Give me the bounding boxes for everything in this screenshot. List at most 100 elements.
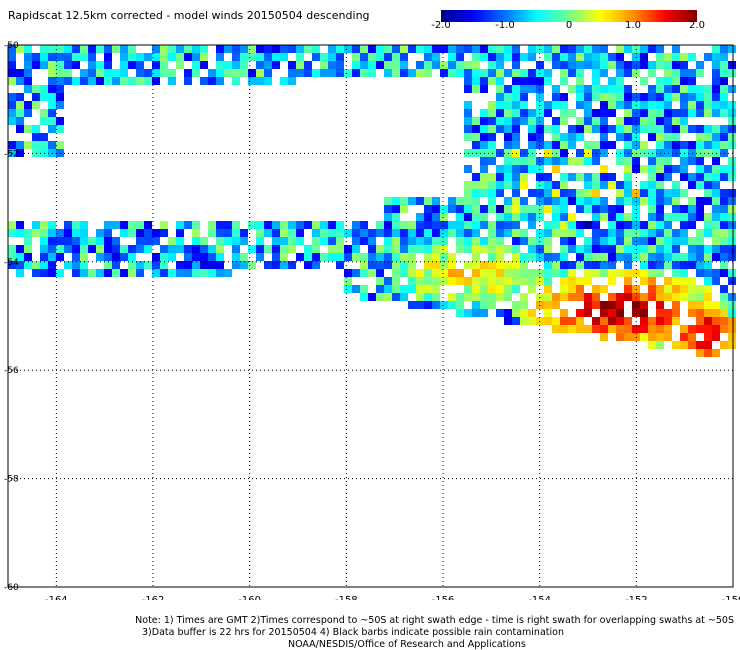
- data-cell: [320, 253, 328, 261]
- data-cell: [704, 189, 712, 197]
- data-cell: [560, 269, 568, 277]
- data-cell: [200, 245, 208, 253]
- data-cell: [568, 269, 576, 277]
- data-cell: [568, 293, 576, 301]
- data-cell: [688, 141, 696, 149]
- data-cell: [384, 237, 392, 245]
- data-cell: [592, 45, 600, 53]
- data-cell: [720, 85, 728, 93]
- data-cell: [704, 109, 712, 117]
- data-cell: [552, 205, 560, 213]
- data-cell: [712, 221, 720, 229]
- data-cell: [584, 109, 592, 117]
- data-cell: [208, 253, 216, 261]
- data-cell: [680, 277, 688, 285]
- data-cell: [48, 221, 56, 229]
- data-cell: [384, 277, 392, 285]
- data-cell: [88, 69, 96, 77]
- data-cell: [232, 61, 240, 69]
- data-cell: [520, 261, 528, 269]
- data-cell: [232, 253, 240, 261]
- data-cell: [248, 69, 256, 77]
- data-cell: [720, 237, 728, 245]
- data-cell: [656, 165, 664, 173]
- data-cell: [696, 141, 704, 149]
- data-cell: [296, 61, 304, 69]
- data-cell: [232, 69, 240, 77]
- data-cell: [248, 53, 256, 61]
- data-cell: [680, 109, 688, 117]
- data-cell: [696, 285, 704, 293]
- data-cell: [152, 61, 160, 69]
- data-cell: [136, 61, 144, 69]
- data-cell: [592, 181, 600, 189]
- data-cells: [8, 45, 736, 357]
- data-cell: [600, 93, 608, 101]
- data-cell: [704, 285, 712, 293]
- data-cell: [440, 45, 448, 53]
- data-cell: [120, 221, 128, 229]
- data-cell: [144, 237, 152, 245]
- data-cell: [560, 293, 568, 301]
- data-cell: [440, 277, 448, 285]
- data-cell: [656, 309, 664, 317]
- data-cell: [664, 173, 672, 181]
- data-cell: [464, 125, 472, 133]
- data-cell: [592, 205, 600, 213]
- data-cell: [664, 101, 672, 109]
- data-cell: [488, 109, 496, 117]
- data-cell: [80, 221, 88, 229]
- data-cell: [344, 245, 352, 253]
- data-cell: [392, 213, 400, 221]
- data-cell: [216, 221, 224, 229]
- data-cell: [648, 93, 656, 101]
- data-cell: [16, 261, 24, 269]
- data-cell: [464, 245, 472, 253]
- data-cell: [240, 229, 248, 237]
- data-cell: [328, 245, 336, 253]
- data-cell: [216, 261, 224, 269]
- data-cell: [496, 229, 504, 237]
- data-cell: [424, 301, 432, 309]
- data-cell: [272, 245, 280, 253]
- data-cell: [440, 205, 448, 213]
- data-cell: [512, 45, 520, 53]
- data-cell: [616, 333, 624, 341]
- data-cell: [184, 221, 192, 229]
- data-cell: [544, 245, 552, 253]
- data-cell: [696, 325, 704, 333]
- data-cell: [80, 261, 88, 269]
- data-cell: [488, 61, 496, 69]
- data-cell: [144, 261, 152, 269]
- data-cell: [168, 245, 176, 253]
- data-cell: [552, 157, 560, 165]
- data-cell: [336, 45, 344, 53]
- data-cell: [136, 221, 144, 229]
- data-cell: [328, 61, 336, 69]
- data-cell: [200, 253, 208, 261]
- data-cell: [712, 61, 720, 69]
- data-cell: [416, 229, 424, 237]
- data-cell: [448, 69, 456, 77]
- data-cell: [680, 173, 688, 181]
- data-cell: [512, 205, 520, 213]
- data-cell: [568, 213, 576, 221]
- data-cell: [504, 157, 512, 165]
- data-cell: [512, 117, 520, 125]
- data-cell: [176, 53, 184, 61]
- data-cell: [592, 285, 600, 293]
- data-cell: [704, 253, 712, 261]
- data-cell: [24, 85, 32, 93]
- data-cell: [504, 293, 512, 301]
- data-cell: [504, 285, 512, 293]
- data-cell: [512, 109, 520, 117]
- data-cell: [440, 69, 448, 77]
- data-cell: [656, 93, 664, 101]
- data-cell: [456, 293, 464, 301]
- data-cell: [472, 237, 480, 245]
- data-cell: [688, 333, 696, 341]
- data-cell: [576, 245, 584, 253]
- data-cell: [272, 45, 280, 53]
- data-cell: [416, 45, 424, 53]
- data-cell: [680, 53, 688, 61]
